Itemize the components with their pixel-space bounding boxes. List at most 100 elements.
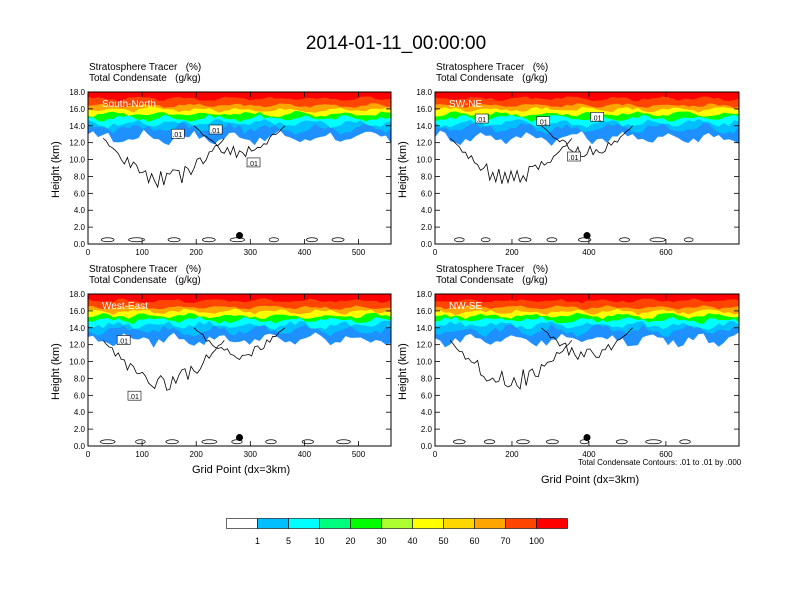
panel-2-contour-label-box-4	[590, 112, 604, 122]
colorbar: 1 5 10 20 30 40 50 60 70 100	[226, 518, 568, 546]
panel-1-ytick-label-1: 2.0	[74, 223, 86, 232]
panel-3-title: Stratosphere Tracer (%) Total Condensate …	[89, 264, 201, 286]
panel-4-low-contour-3	[516, 439, 530, 445]
panel-4-ytick-label-0: 0.0	[421, 442, 433, 451]
panel-1-ytick-label-5: 10.0	[69, 156, 85, 165]
panel-4-tracer-layer-8	[435, 294, 739, 304]
colorbar-label-7: 50	[438, 536, 448, 546]
panel-1-ytick-label-0: 0.0	[74, 240, 86, 249]
panel-2: .01 .01 .01 .01 SW-NE 0.0 2.0 4.0 6.0 8.0 10.0 12.0…	[416, 88, 740, 257]
panel-3-xtick-label-2: 200	[190, 450, 204, 459]
panel-3-ytick-label-9: 18.0	[69, 290, 85, 299]
colorbar-box-5	[350, 518, 382, 529]
panel-3-ytick-label-8: 16.0	[69, 307, 85, 316]
panel-2-ytick-label-6: 12.0	[416, 139, 432, 148]
panel-4-title-line2: Total Condensate (g/kg)	[436, 275, 548, 286]
panel-1-tracer-layer-8	[88, 92, 391, 102]
panel-1-contour-a	[102, 138, 225, 189]
panel-3-xtick-label-5: 500	[352, 450, 366, 459]
panel-2-title-line2: Total Condensate (g/kg)	[436, 73, 548, 84]
panel-4-low-contour-4	[546, 439, 559, 445]
panel-1-ytick-label-7: 14.0	[69, 122, 85, 131]
colorbar-label-2: 5	[286, 536, 291, 546]
colorbar-box-2	[257, 518, 289, 529]
panel-4-low-contour-6	[615, 439, 628, 445]
panel-3-contour-label-box-2	[127, 390, 142, 401]
panel-2-low-contour-4	[546, 237, 558, 243]
panel-1-contour-label-box-3	[246, 157, 261, 168]
panel-3-title-line2: Total Condensate (g/kg)	[89, 275, 201, 286]
panel-3-ytick-label-4: 8.0	[74, 374, 86, 383]
panel-3-ytick-label-3: 6.0	[74, 391, 86, 400]
panel-4-frame	[434, 293, 740, 447]
panel-4-xtick-label-2: 400	[582, 450, 596, 459]
panel-2-location-marker	[583, 232, 591, 240]
panel-2-xtick-label-0: 0	[433, 248, 438, 257]
panel-1-xtick-label-1: 100	[135, 248, 149, 257]
panel-2-low-contour-3	[518, 237, 532, 243]
colorbar-box-6	[381, 518, 413, 529]
panel-3-contour-label-1: .01	[118, 338, 128, 345]
colorbar-label-9: 70	[500, 536, 510, 546]
panel-2-low-contour-7	[649, 237, 666, 243]
panel-2-low-contour-1	[454, 237, 465, 243]
panel-1-field	[88, 92, 391, 244]
panel-3-field	[88, 294, 391, 446]
panel-1-ytick-label-3: 6.0	[74, 189, 86, 198]
panel-3-low-contour-8	[336, 439, 351, 445]
panel-2-low-contour-2	[480, 237, 491, 243]
panel-1: .01 .01 .01 South-North 0.0 2.0 4.0 6.0 8.0 10.0 1…	[69, 88, 392, 257]
panel-3-ytick-label-5: 10.0	[69, 358, 85, 367]
panel-3-xtick-label-3: 300	[244, 450, 258, 459]
panel-1-contour-label-box-2	[208, 124, 223, 135]
panel-1-ytick-label-9: 18.0	[69, 88, 85, 97]
colorbar-label-5: 30	[376, 536, 386, 546]
panel-2-title: Stratosphere Tracer (%) Total Condensate …	[436, 62, 548, 84]
colorbar-label-3: 10	[314, 536, 324, 546]
colorbar-box-8	[443, 518, 475, 529]
panel-3-xtick-label-0: 0	[86, 450, 91, 459]
panel-1-title-line2: Total Condensate (g/kg)	[89, 73, 201, 84]
panel-1-low-contour-2	[128, 237, 145, 243]
panel-4-low-contour-8	[679, 439, 691, 445]
panel-4-section-label: NW-SE	[449, 301, 482, 312]
panel-1-frame	[87, 91, 392, 245]
panel-3-xtick-label-4: 400	[298, 450, 312, 459]
panel-1-contour-label-3: .01	[248, 161, 258, 168]
panel-1-low-contour-7	[306, 237, 318, 243]
contour-note: Total Condensate Contours: .01 to .01 by…	[578, 458, 742, 467]
panel-1-contour-label-1: .01	[172, 132, 182, 139]
colorbar-label-6: 40	[407, 536, 417, 546]
panel-2-contour-label-4: .01	[592, 115, 602, 122]
panel-4-low-contour-5	[579, 439, 589, 445]
panel-2-section-label: SW-NE	[449, 99, 482, 110]
panel-4-title: Stratosphere Tracer (%) Total Condensate …	[436, 264, 548, 286]
panel-2-frame	[434, 91, 740, 245]
panel-3-low-contour-2	[135, 439, 146, 445]
panel-4-ytick-label-3: 6.0	[421, 391, 433, 400]
panel-1-xtick-label-0: 0	[86, 248, 91, 257]
panel-3-ytick-label-7: 14.0	[69, 324, 85, 333]
panel-4-xlabel: Grid Point (dx=3km)	[541, 474, 640, 486]
colorbar-box-3	[288, 518, 320, 529]
panel-2-ytick-label-9: 18.0	[416, 88, 432, 97]
panel-2-tracer-layer-8	[435, 92, 739, 102]
panel-2-ytick-label-5: 10.0	[416, 156, 432, 165]
panel-3-ytick-label-0: 0.0	[74, 442, 86, 451]
panel-1-ytick-label-4: 8.0	[74, 172, 86, 181]
colorbar-box-11	[536, 518, 568, 529]
panel-3-low-contour-7	[301, 439, 314, 445]
panel-1-section-label: South-North	[102, 99, 156, 110]
panel-1-low-contour-6	[268, 237, 279, 243]
panel-3-low-contour-3	[165, 439, 179, 445]
panel-1-title-line1: Stratosphere Tracer (%)	[89, 62, 202, 73]
colorbar-label-4: 20	[345, 536, 355, 546]
panel-4-ytick-label-7: 14.0	[416, 324, 432, 333]
panel-3-low-contour-4	[201, 439, 218, 445]
colorbar-box-4	[319, 518, 351, 529]
panel-2-contour-label-1: .01	[476, 117, 486, 124]
colorbar-box-1	[226, 518, 258, 529]
panel-1-low-contour-4	[202, 237, 216, 243]
colorbar-label-8: 60	[469, 536, 479, 546]
figure-title: 2014-01-11_00:00:00	[305, 33, 487, 54]
